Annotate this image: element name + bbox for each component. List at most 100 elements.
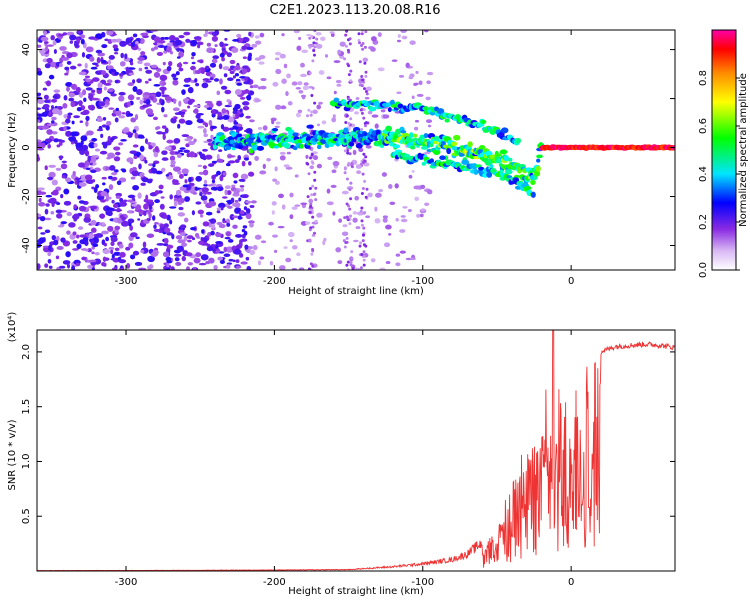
noise-blob [95, 49, 103, 54]
noise-blob [249, 85, 254, 89]
noise-blob [245, 256, 250, 261]
noise-blob [44, 217, 52, 221]
faint-noise-blob [278, 193, 284, 199]
trace-blob [536, 154, 543, 159]
snr-frame [36, 329, 676, 572]
faint-noise-blob [277, 225, 285, 229]
noise-blob [125, 246, 131, 251]
faint-noise-blob [426, 80, 431, 85]
noise-blob [166, 260, 173, 264]
noise-blob [203, 104, 210, 109]
noise-blob [195, 201, 202, 205]
streak-blob [363, 122, 367, 125]
noise-blob [106, 156, 111, 160]
noise-blob [223, 253, 231, 257]
faint-noise-blob [414, 82, 419, 86]
faint-noise-blob [291, 245, 298, 250]
noise-blob [37, 125, 43, 130]
faint-noise-blob [326, 188, 331, 194]
noise-blob [224, 185, 231, 190]
streak-blob [359, 241, 363, 245]
noise-blob [193, 138, 197, 143]
noise-blob [102, 142, 108, 149]
noise-blob [161, 150, 168, 156]
noise-blob [131, 170, 139, 177]
faint-noise-blob [312, 155, 319, 161]
trace-blob [413, 133, 418, 138]
noise-blob [146, 217, 151, 221]
faint-noise-blob [332, 160, 340, 167]
noise-blob [194, 232, 200, 238]
faint-noise-blob [394, 183, 399, 189]
faint-noise-blob [341, 231, 349, 236]
noise-blob [233, 189, 240, 195]
trace-blob [450, 141, 458, 147]
streak-blob [360, 32, 364, 36]
noise-blob [160, 196, 165, 199]
noise-blob [192, 267, 197, 270]
noise-blob [236, 37, 244, 44]
faint-noise-blob [380, 109, 386, 113]
noise-blob [93, 186, 98, 194]
noise-blob [190, 227, 197, 231]
streak-blob [362, 233, 365, 237]
noise-blob [160, 36, 166, 41]
noise-blob [134, 132, 139, 139]
noise-blob [111, 171, 118, 176]
noise-blob [37, 190, 42, 196]
trace-blob [397, 103, 404, 109]
noise-blob [224, 189, 228, 196]
faint-noise-blob [281, 78, 287, 84]
streak-blob [348, 222, 352, 226]
noise-blob [78, 100, 83, 107]
noise-blob [161, 157, 169, 161]
snr-x-label: Height of straight line (km) [288, 586, 424, 597]
noise-blob [201, 187, 209, 193]
noise-blob [175, 71, 180, 76]
noise-blob [62, 32, 68, 36]
streak-blob [312, 49, 316, 53]
streak-blob [311, 184, 315, 188]
noise-blob [202, 221, 210, 227]
noise-blob [132, 166, 137, 171]
noise-blob [73, 139, 78, 145]
noise-blob [129, 232, 138, 238]
faint-noise-blob [258, 61, 265, 65]
noise-blob [128, 242, 134, 249]
noise-blob [101, 230, 109, 235]
streak-blob [348, 42, 352, 46]
noise-blob [163, 50, 168, 54]
faint-noise-blob [285, 257, 292, 263]
faint-noise-blob [329, 31, 335, 34]
faint-noise-blob [374, 206, 378, 212]
trace-blob [236, 133, 242, 138]
noise-blob [245, 115, 251, 119]
noise-blob [238, 197, 242, 202]
noise-blob [217, 256, 224, 261]
faint-noise-blob [400, 30, 408, 33]
trace-blob [504, 169, 513, 175]
noise-blob [125, 66, 129, 73]
streak-blob [364, 155, 368, 159]
noise-blob [193, 108, 199, 114]
faint-noise-blob [355, 226, 361, 230]
noise-blob [60, 139, 65, 143]
trace-blob [503, 155, 510, 162]
streak-blob [360, 111, 364, 115]
streak-blob [362, 258, 366, 262]
streak-blob [361, 187, 365, 190]
noise-blob [184, 179, 188, 184]
noise-blob [61, 56, 70, 61]
noise-blob [165, 256, 172, 262]
noise-blob [59, 46, 67, 51]
noise-blob [46, 129, 53, 135]
noise-blob [45, 203, 50, 207]
faint-noise-blob [300, 73, 307, 78]
streak-blob [345, 202, 349, 206]
faint-noise-blob [298, 267, 305, 270]
noise-blob [248, 161, 252, 166]
noise-blob [181, 242, 188, 247]
streak-blob [313, 231, 316, 235]
faint-noise-blob [287, 101, 293, 106]
trace-blob [400, 130, 407, 134]
